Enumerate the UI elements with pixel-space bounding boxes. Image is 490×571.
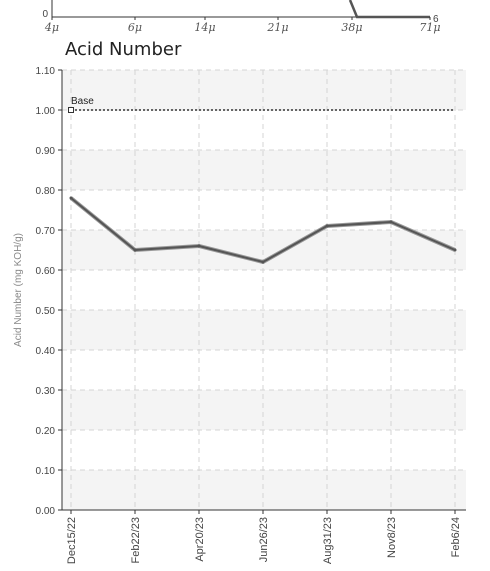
base-marker [68, 107, 74, 113]
data-point [133, 248, 137, 252]
data-point [325, 224, 329, 228]
top-strip-series-line [348, 0, 430, 19]
x-tick-label: Aug31/23 [322, 517, 334, 564]
y-tick-label: 0.30 [36, 386, 56, 397]
plot-band [62, 390, 466, 430]
y-tick-label: 0.00 [36, 506, 56, 517]
plot-band [62, 310, 466, 350]
series-lines: Base [68, 96, 457, 264]
y-tick-label: 0.70 [36, 226, 56, 237]
base-label: Base [71, 96, 94, 107]
y-tick-label: 0.40 [36, 346, 56, 357]
y-axis-label: Acid Number (mg KOH/g) [13, 233, 24, 347]
plot-bands [62, 70, 466, 510]
x-tick-labels: Dec15/22 Feb22/23 Apr20/23 Jun26/23 Aug31/23… [66, 510, 462, 564]
top-strip-tick-label: 4μ [44, 21, 59, 34]
grid-lines [62, 69, 466, 511]
y-tick-labels: 0.00 0.10 0.20 0.30 0.40 0.50 0.60 0.70 0.80 0.90… [36, 66, 62, 517]
data-point [69, 196, 73, 200]
top-strip-tick-label: 6μ [128, 21, 142, 34]
y-tick-label: 0.90 [36, 146, 56, 157]
y-tick-label: 0.80 [36, 186, 56, 197]
top-strip-tick-label: 71μ [419, 21, 440, 34]
y-tick-label: 1.10 [36, 66, 56, 77]
y-tick-label: 0.50 [36, 306, 56, 317]
data-point [261, 260, 265, 264]
data-point [389, 220, 393, 224]
top-strip-tick-label: 38μ [341, 21, 362, 34]
plot-band [62, 230, 466, 270]
y-tick-label: 1.00 [36, 106, 56, 117]
x-tick-label: Apr20/23 [194, 517, 206, 562]
x-tick-label: Jun26/23 [258, 517, 270, 562]
top-strip-y-right-label: 6 [433, 14, 439, 25]
axes [61, 70, 466, 511]
chart-title: Acid Number [65, 39, 182, 60]
data-point [197, 244, 201, 248]
x-tick-label: Feb6/24 [450, 517, 462, 557]
y-tick-label: 0.20 [36, 426, 56, 437]
plot-band [62, 150, 466, 190]
x-tick-label: Feb22/23 [130, 517, 142, 563]
y-tick-label: 0.10 [36, 466, 56, 477]
data-point [453, 248, 457, 252]
plot-band [62, 470, 466, 510]
x-tick-label: Dec15/22 [66, 517, 78, 564]
y-tick-label: 0.60 [36, 266, 56, 277]
x-tick-label: Nov8/23 [386, 517, 398, 558]
plot-band [62, 70, 466, 110]
top-strip-tick-label: 21μ [266, 21, 288, 34]
top-strip-chart: 4μ 6μ 14μ 21μ 38μ 71μ 0 6 [42, 0, 441, 34]
top-strip-tick-label: 14μ [194, 21, 215, 34]
top-strip-y-left-label: 0 [42, 9, 48, 20]
